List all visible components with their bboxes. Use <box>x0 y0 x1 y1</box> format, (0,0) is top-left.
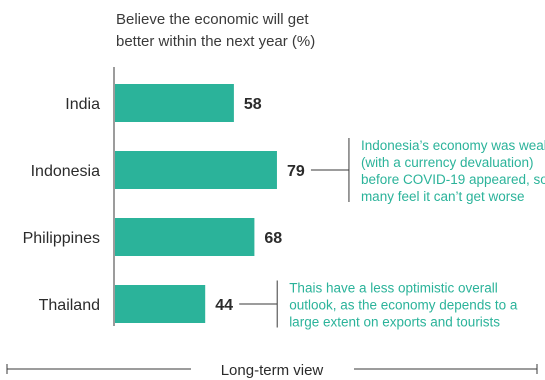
value-label-thailand: 44 <box>215 297 233 314</box>
annotations-layer: Indonesia’s economy was weak (with a curr… <box>239 138 545 330</box>
bar-india <box>115 84 234 122</box>
footer-timeline: Long-term view <box>6 362 538 379</box>
bar-thailand <box>115 285 206 323</box>
annotation-thailand-line-1: Thais have a less optimistic overall <box>289 281 498 296</box>
category-label-philippines: Philippines <box>23 230 100 247</box>
annotation-indonesia-line-4: many feel it can’t get worse <box>361 189 525 204</box>
category-label-india: India <box>65 96 100 113</box>
annotation-indonesia-line-3: before COVID-19 appeared, so <box>361 172 545 187</box>
value-label-indonesia: 79 <box>287 163 305 180</box>
bars-layer: India 58 Indonesia 79 Philippines 68 Thailand 4… <box>23 84 305 323</box>
chart-title-line-1: Believe the economic will get <box>116 11 309 28</box>
value-label-philippines: 68 <box>264 230 282 247</box>
footer-label: Long-term view <box>221 362 324 379</box>
bar-indonesia <box>115 151 277 189</box>
category-label-thailand: Thailand <box>39 297 100 314</box>
category-label-indonesia: Indonesia <box>31 163 100 180</box>
annotation-indonesia-line-2: (with a currency devaluation) <box>361 155 534 170</box>
annotation-indonesia-line-1: Indonesia’s economy was weak <box>361 138 545 153</box>
annotation-thailand-line-2: outlook, as the economy depends to a <box>289 298 518 313</box>
chart-title-line-2: better within the next year (%) <box>116 33 315 50</box>
bar-philippines <box>115 218 255 256</box>
chart-title: Believe the economic will get better wit… <box>116 11 315 50</box>
annotation-thailand-line-3: large extent on exports and tourists <box>289 315 500 330</box>
value-label-india: 58 <box>244 96 262 113</box>
